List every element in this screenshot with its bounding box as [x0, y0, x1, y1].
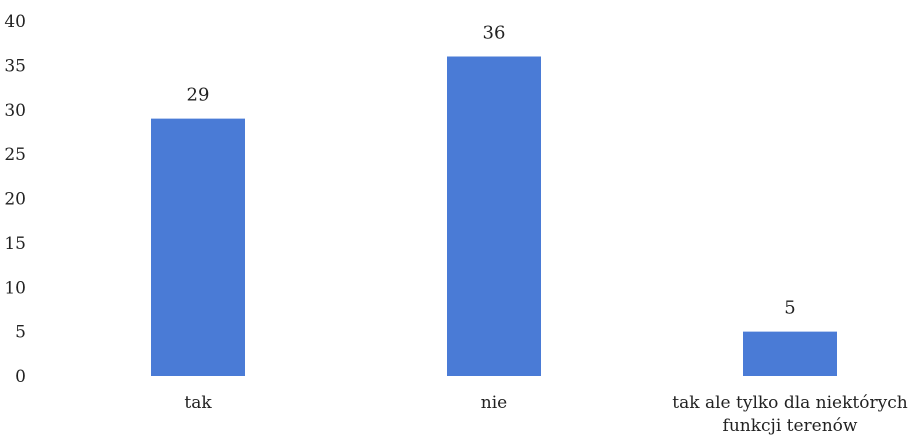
- x-category-label: nie: [481, 393, 507, 413]
- y-tick-label: 5: [15, 323, 26, 343]
- x-category-label-line: funkcji terenów: [723, 416, 858, 436]
- data-label: 29: [187, 85, 210, 106]
- x-category-label: tak ale tylko dla niektórych funkcji tere…: [672, 393, 907, 436]
- x-category-label: tak: [184, 393, 212, 413]
- data-label: 36: [483, 23, 506, 44]
- y-tick-label: 30: [4, 101, 26, 121]
- bars: [151, 56, 837, 376]
- y-tick-label: 15: [4, 234, 26, 254]
- x-axis: tak nie tak ale tylko dla niektórych funkcj…: [184, 393, 907, 436]
- y-tick-label: 35: [4, 56, 26, 76]
- data-label: 5: [784, 298, 795, 319]
- bar-3: [743, 331, 837, 376]
- data-labels: 29 36 5: [187, 23, 796, 319]
- bar-2: [447, 56, 541, 376]
- y-tick-label: 0: [15, 367, 26, 387]
- y-tick-label: 25: [4, 145, 26, 165]
- bar-1: [151, 118, 245, 376]
- y-axis: 0 5 10 15 20 25 30 35 40: [4, 12, 26, 387]
- x-category-label-line: tak ale tylko dla niektórych: [672, 393, 907, 413]
- y-tick-label: 40: [4, 12, 26, 32]
- y-tick-label: 10: [4, 278, 26, 298]
- x-category-label-line: tak: [184, 393, 212, 413]
- x-category-label-line: nie: [481, 393, 507, 413]
- y-tick-label: 20: [4, 190, 26, 210]
